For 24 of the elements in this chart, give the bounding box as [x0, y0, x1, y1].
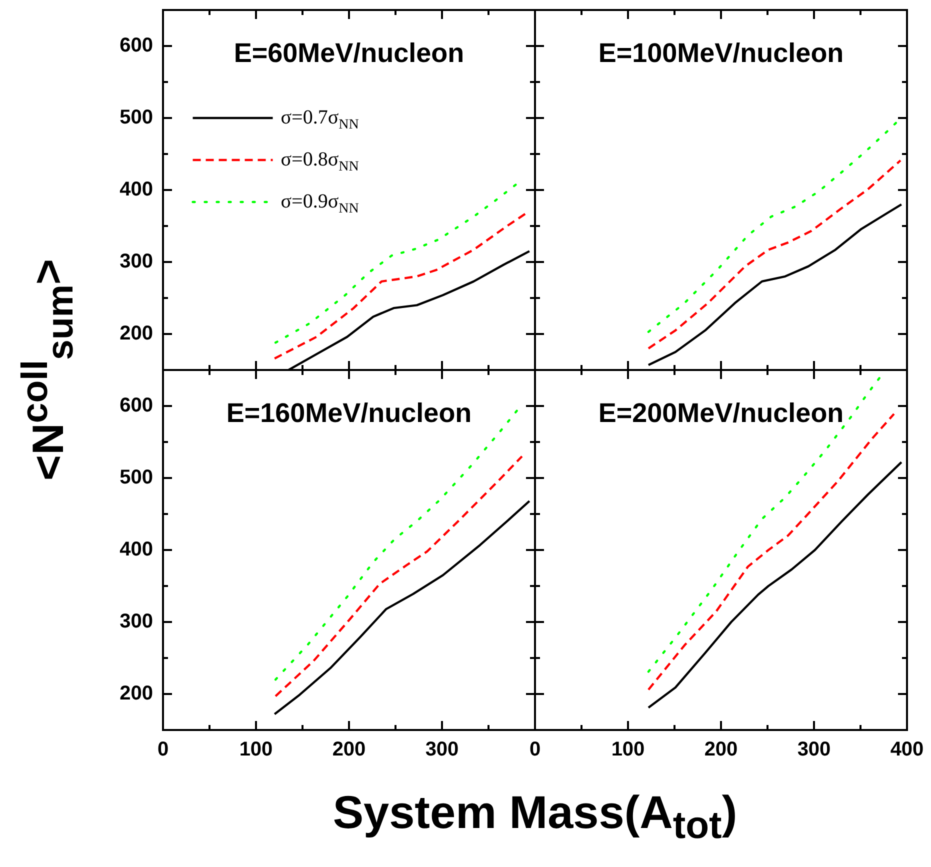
x-tick-label: 300 [425, 738, 459, 761]
y-tick-label: 200 [120, 682, 153, 705]
x-tick-label: 200 [704, 738, 738, 761]
y-tick-label: 600 [120, 394, 153, 417]
x-tick-label: 300 [797, 738, 831, 761]
x-tick-label: 200 [332, 738, 366, 761]
x-tick-label: 100 [239, 738, 273, 761]
y-tick-label: 400 [120, 178, 153, 201]
x-tick-label: 0 [529, 738, 541, 761]
text: E=100MeV/nucleon [598, 38, 844, 68]
y-tick-label: 300 [120, 250, 153, 273]
y-tick-label: 600 [120, 34, 153, 57]
x-tick-label: 100 [611, 738, 645, 761]
text: E=200MeV/nucleon [598, 398, 844, 428]
y-tick-label: 500 [120, 106, 153, 129]
x-tick-label: 400 [890, 738, 924, 761]
text: E=60MeV/nucleon [234, 38, 464, 68]
y-tick-label: 200 [120, 322, 153, 345]
y-tick-label: 400 [120, 538, 153, 561]
x-tick-label: 0 [157, 738, 169, 761]
x-axis-title: System Mass(A$_{tot}$) [332, 785, 738, 848]
y-tick-label: 500 [120, 466, 153, 489]
text: E=160MeV/nucleon [226, 398, 472, 428]
y-tick-label: 300 [120, 610, 153, 633]
